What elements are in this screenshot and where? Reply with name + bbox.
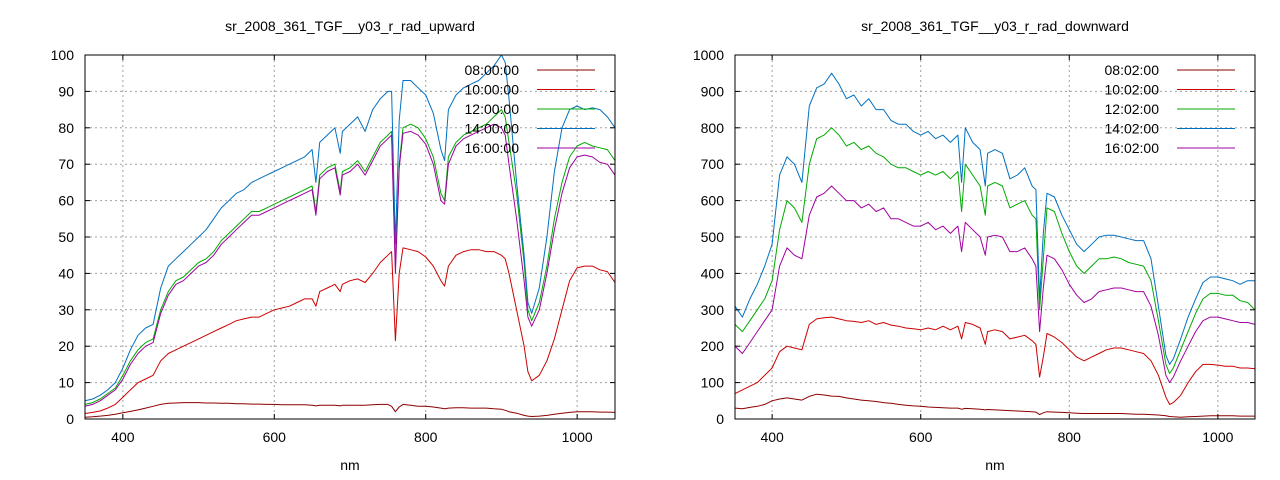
series-line-4 bbox=[85, 55, 615, 402]
x-tick-label: 400 bbox=[111, 429, 135, 445]
series-line-3 bbox=[85, 109, 615, 405]
y-tick-label: 700 bbox=[701, 156, 725, 172]
legend-label: 08:02:00 bbox=[1105, 62, 1160, 78]
legend-label: 14:00:00 bbox=[465, 121, 520, 137]
x-axis-label: nm bbox=[340, 457, 359, 473]
x-tick-label: 1000 bbox=[562, 429, 593, 445]
series-line-1 bbox=[735, 393, 1255, 418]
x-axis-label: nm bbox=[985, 457, 1004, 473]
y-tick-label: 500 bbox=[701, 229, 725, 245]
y-tick-label: 70 bbox=[58, 156, 74, 172]
y-tick-label: 600 bbox=[701, 193, 725, 209]
chart-title: sr_2008_361_TGF__y03_r_rad_downward bbox=[861, 18, 1129, 34]
legend-label: 10:00:00 bbox=[465, 82, 520, 98]
y-tick-label: 90 bbox=[58, 83, 74, 99]
y-tick-label: 100 bbox=[701, 375, 725, 391]
x-tick-label: 800 bbox=[1058, 429, 1082, 445]
y-tick-label: 60 bbox=[58, 193, 74, 209]
legend-label: 16:02:00 bbox=[1105, 140, 1160, 156]
x-tick-label: 400 bbox=[760, 429, 784, 445]
x-tick-label: 1000 bbox=[1202, 429, 1233, 445]
y-tick-label: 10 bbox=[58, 375, 74, 391]
series-line-1 bbox=[85, 402, 615, 418]
chart-title: sr_2008_361_TGF__y03_r_rad_upward bbox=[225, 18, 475, 34]
y-tick-label: 800 bbox=[701, 120, 725, 136]
legend-label: 10:02:00 bbox=[1105, 82, 1160, 98]
y-tick-label: 30 bbox=[58, 302, 74, 318]
series-line-2 bbox=[735, 316, 1255, 405]
legend-label: 14:02:00 bbox=[1105, 121, 1160, 137]
y-tick-label: 1000 bbox=[693, 47, 724, 63]
y-tick-label: 100 bbox=[51, 47, 75, 63]
series-line-5 bbox=[85, 123, 615, 407]
y-tick-label: 400 bbox=[701, 265, 725, 281]
y-tick-label: 900 bbox=[701, 83, 725, 99]
x-tick-label: 600 bbox=[263, 429, 287, 445]
x-tick-label: 600 bbox=[909, 429, 933, 445]
y-tick-label: 300 bbox=[701, 302, 725, 318]
series-line-2 bbox=[85, 247, 615, 414]
series-line-5 bbox=[735, 185, 1255, 384]
y-tick-label: 0 bbox=[66, 411, 74, 427]
y-tick-label: 40 bbox=[58, 265, 74, 281]
y-tick-label: 200 bbox=[701, 338, 725, 354]
series-line-4 bbox=[735, 72, 1255, 365]
legend-label: 12:00:00 bbox=[465, 101, 520, 117]
y-tick-label: 50 bbox=[58, 229, 74, 245]
y-tick-label: 20 bbox=[58, 338, 74, 354]
y-tick-label: 0 bbox=[716, 411, 724, 427]
legend-label: 16:00:00 bbox=[465, 140, 520, 156]
downward-radiance-chart: sr_2008_361_TGF__y03_r_rad_downward 400 60… bbox=[693, 18, 1256, 473]
series-line-3 bbox=[735, 127, 1255, 374]
y-tick-label: 80 bbox=[58, 120, 74, 136]
legend-label: 12:02:00 bbox=[1105, 101, 1160, 117]
legend-label: 08:00:00 bbox=[465, 62, 520, 78]
x-tick-label: 800 bbox=[414, 429, 438, 445]
